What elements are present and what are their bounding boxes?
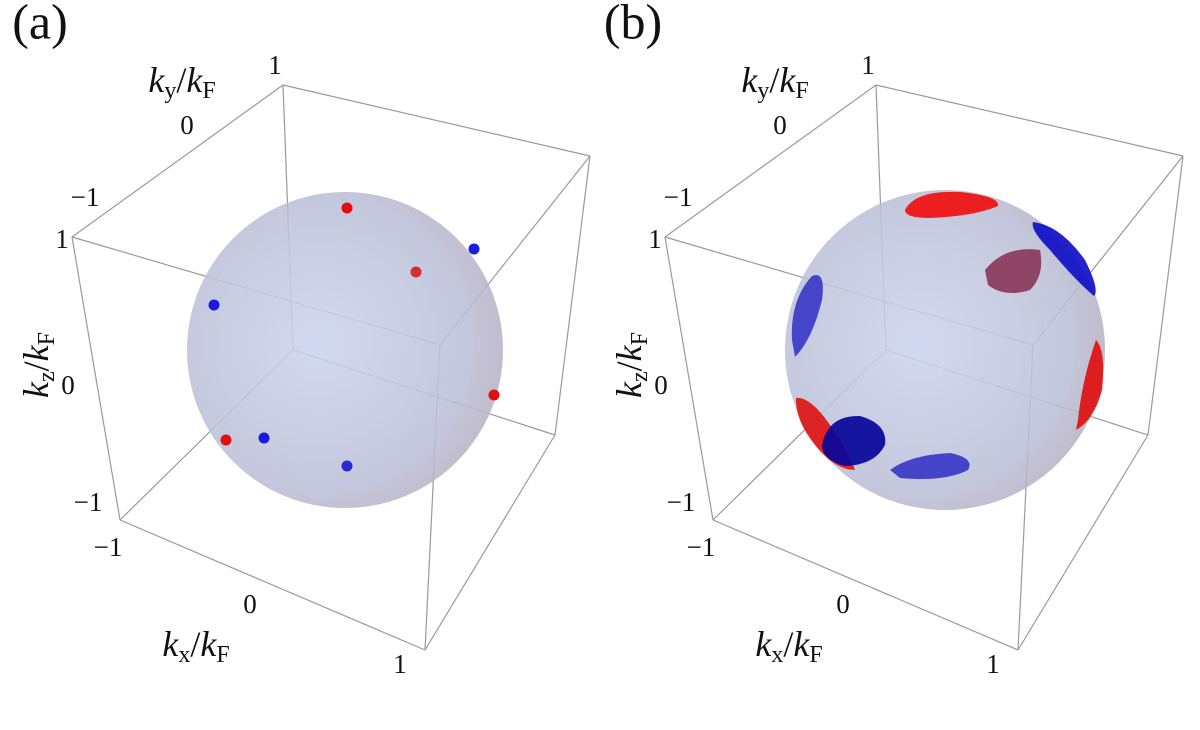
axis-label-part: k bbox=[779, 60, 796, 100]
axis-label-part: k bbox=[793, 624, 810, 664]
tick-label: 0 bbox=[243, 589, 257, 619]
axis-label-part: z bbox=[627, 371, 653, 382]
axis-label-part: / bbox=[176, 60, 186, 100]
tick-label: −1 bbox=[664, 182, 693, 212]
tick-label: 0 bbox=[773, 110, 787, 140]
axis-label-part: x bbox=[178, 642, 190, 668]
axis-label: kz/kF bbox=[609, 332, 652, 398]
box-edge bbox=[119, 519, 426, 651]
fermi-arc-patch bbox=[905, 191, 999, 218]
axis-label-part: / bbox=[769, 60, 779, 100]
box-edge bbox=[424, 434, 556, 651]
weyl-point bbox=[410, 266, 422, 278]
axis-label-part: / bbox=[609, 361, 649, 371]
axis-label-part: k bbox=[16, 381, 56, 398]
tick-label: 0 bbox=[836, 589, 850, 619]
tick-label: 1 bbox=[986, 649, 1000, 679]
tick-label: 0 bbox=[61, 370, 75, 400]
weyl-point bbox=[341, 202, 353, 214]
fermi-sphere bbox=[187, 192, 503, 508]
box-edge bbox=[1147, 155, 1184, 436]
weyl-point bbox=[488, 389, 500, 401]
axis-label-part: F bbox=[34, 332, 60, 345]
tick-label: −1 bbox=[667, 487, 696, 517]
weyl-points bbox=[208, 202, 500, 472]
weyl-point bbox=[341, 460, 353, 472]
axis-label: ky/kF bbox=[741, 60, 808, 103]
fermi-arc-patch bbox=[1076, 340, 1104, 430]
axis-label: kx/kF bbox=[162, 624, 229, 667]
axis-label-part: F bbox=[795, 78, 808, 104]
axis-label: kx/kF bbox=[755, 624, 822, 667]
weyl-point bbox=[208, 299, 220, 311]
axis-label-part: F bbox=[202, 78, 215, 104]
fermi-arc-patch bbox=[822, 415, 886, 466]
axis-label-part: y bbox=[164, 78, 176, 104]
tick-label: 1 bbox=[648, 224, 662, 254]
panel-label: (a) bbox=[12, 0, 68, 49]
tick-label: 1 bbox=[268, 50, 282, 80]
axis-label-part: k bbox=[200, 624, 217, 664]
axis-label-part: k bbox=[609, 381, 649, 398]
axis-label-part: k bbox=[609, 344, 649, 361]
weyl-point bbox=[468, 243, 480, 255]
tick-label: −1 bbox=[71, 182, 100, 212]
tick-label: 1 bbox=[55, 224, 69, 254]
axis-label-part: x bbox=[771, 642, 783, 668]
box-edge bbox=[1017, 434, 1149, 651]
tick-label: 0 bbox=[654, 370, 668, 400]
weyl-point bbox=[258, 432, 270, 444]
box-edge bbox=[664, 84, 877, 238]
axis-label: ky/kF bbox=[148, 60, 215, 103]
tick-label: −1 bbox=[687, 532, 716, 562]
axis-label-part: k bbox=[741, 60, 758, 100]
axis-label-part: k bbox=[755, 624, 772, 664]
box-edge bbox=[71, 84, 284, 238]
axis-label-part: k bbox=[186, 60, 203, 100]
axis-label-part: k bbox=[148, 60, 165, 100]
tick-label: −1 bbox=[94, 532, 123, 562]
tick-label: 0 bbox=[180, 110, 194, 140]
box-edge bbox=[875, 84, 1184, 157]
axis-label-part: F bbox=[216, 642, 229, 668]
fermi-arcs bbox=[791, 191, 1104, 479]
fermi-arc-patch bbox=[1032, 222, 1096, 296]
axis-label-part: F bbox=[809, 642, 822, 668]
tick-label: −1 bbox=[74, 487, 103, 517]
tick-label: 1 bbox=[861, 50, 875, 80]
box-edge bbox=[71, 236, 121, 521]
tick-label: 1 bbox=[393, 649, 407, 679]
box-edge bbox=[554, 155, 591, 436]
axis-label-part: y bbox=[757, 78, 769, 104]
axis-label-part: / bbox=[783, 624, 793, 664]
weyl-point bbox=[220, 434, 232, 446]
fermi-arc-patch bbox=[791, 275, 823, 357]
box-edge bbox=[282, 84, 591, 157]
axis-label-part: k bbox=[16, 344, 56, 361]
axis-label-part: / bbox=[190, 624, 200, 664]
panel-label: (b) bbox=[604, 0, 662, 49]
axis-label-part: / bbox=[16, 361, 56, 371]
fermi-arc-patch bbox=[890, 453, 970, 479]
axis-label-part: F bbox=[627, 332, 653, 345]
axis-label-part: k bbox=[162, 624, 179, 664]
box-edge bbox=[664, 236, 714, 521]
fermi-arc-patch bbox=[985, 249, 1042, 294]
axis-label: kz/kF bbox=[16, 332, 59, 398]
box-edge bbox=[712, 519, 1019, 651]
axis-label-part: z bbox=[34, 371, 60, 382]
